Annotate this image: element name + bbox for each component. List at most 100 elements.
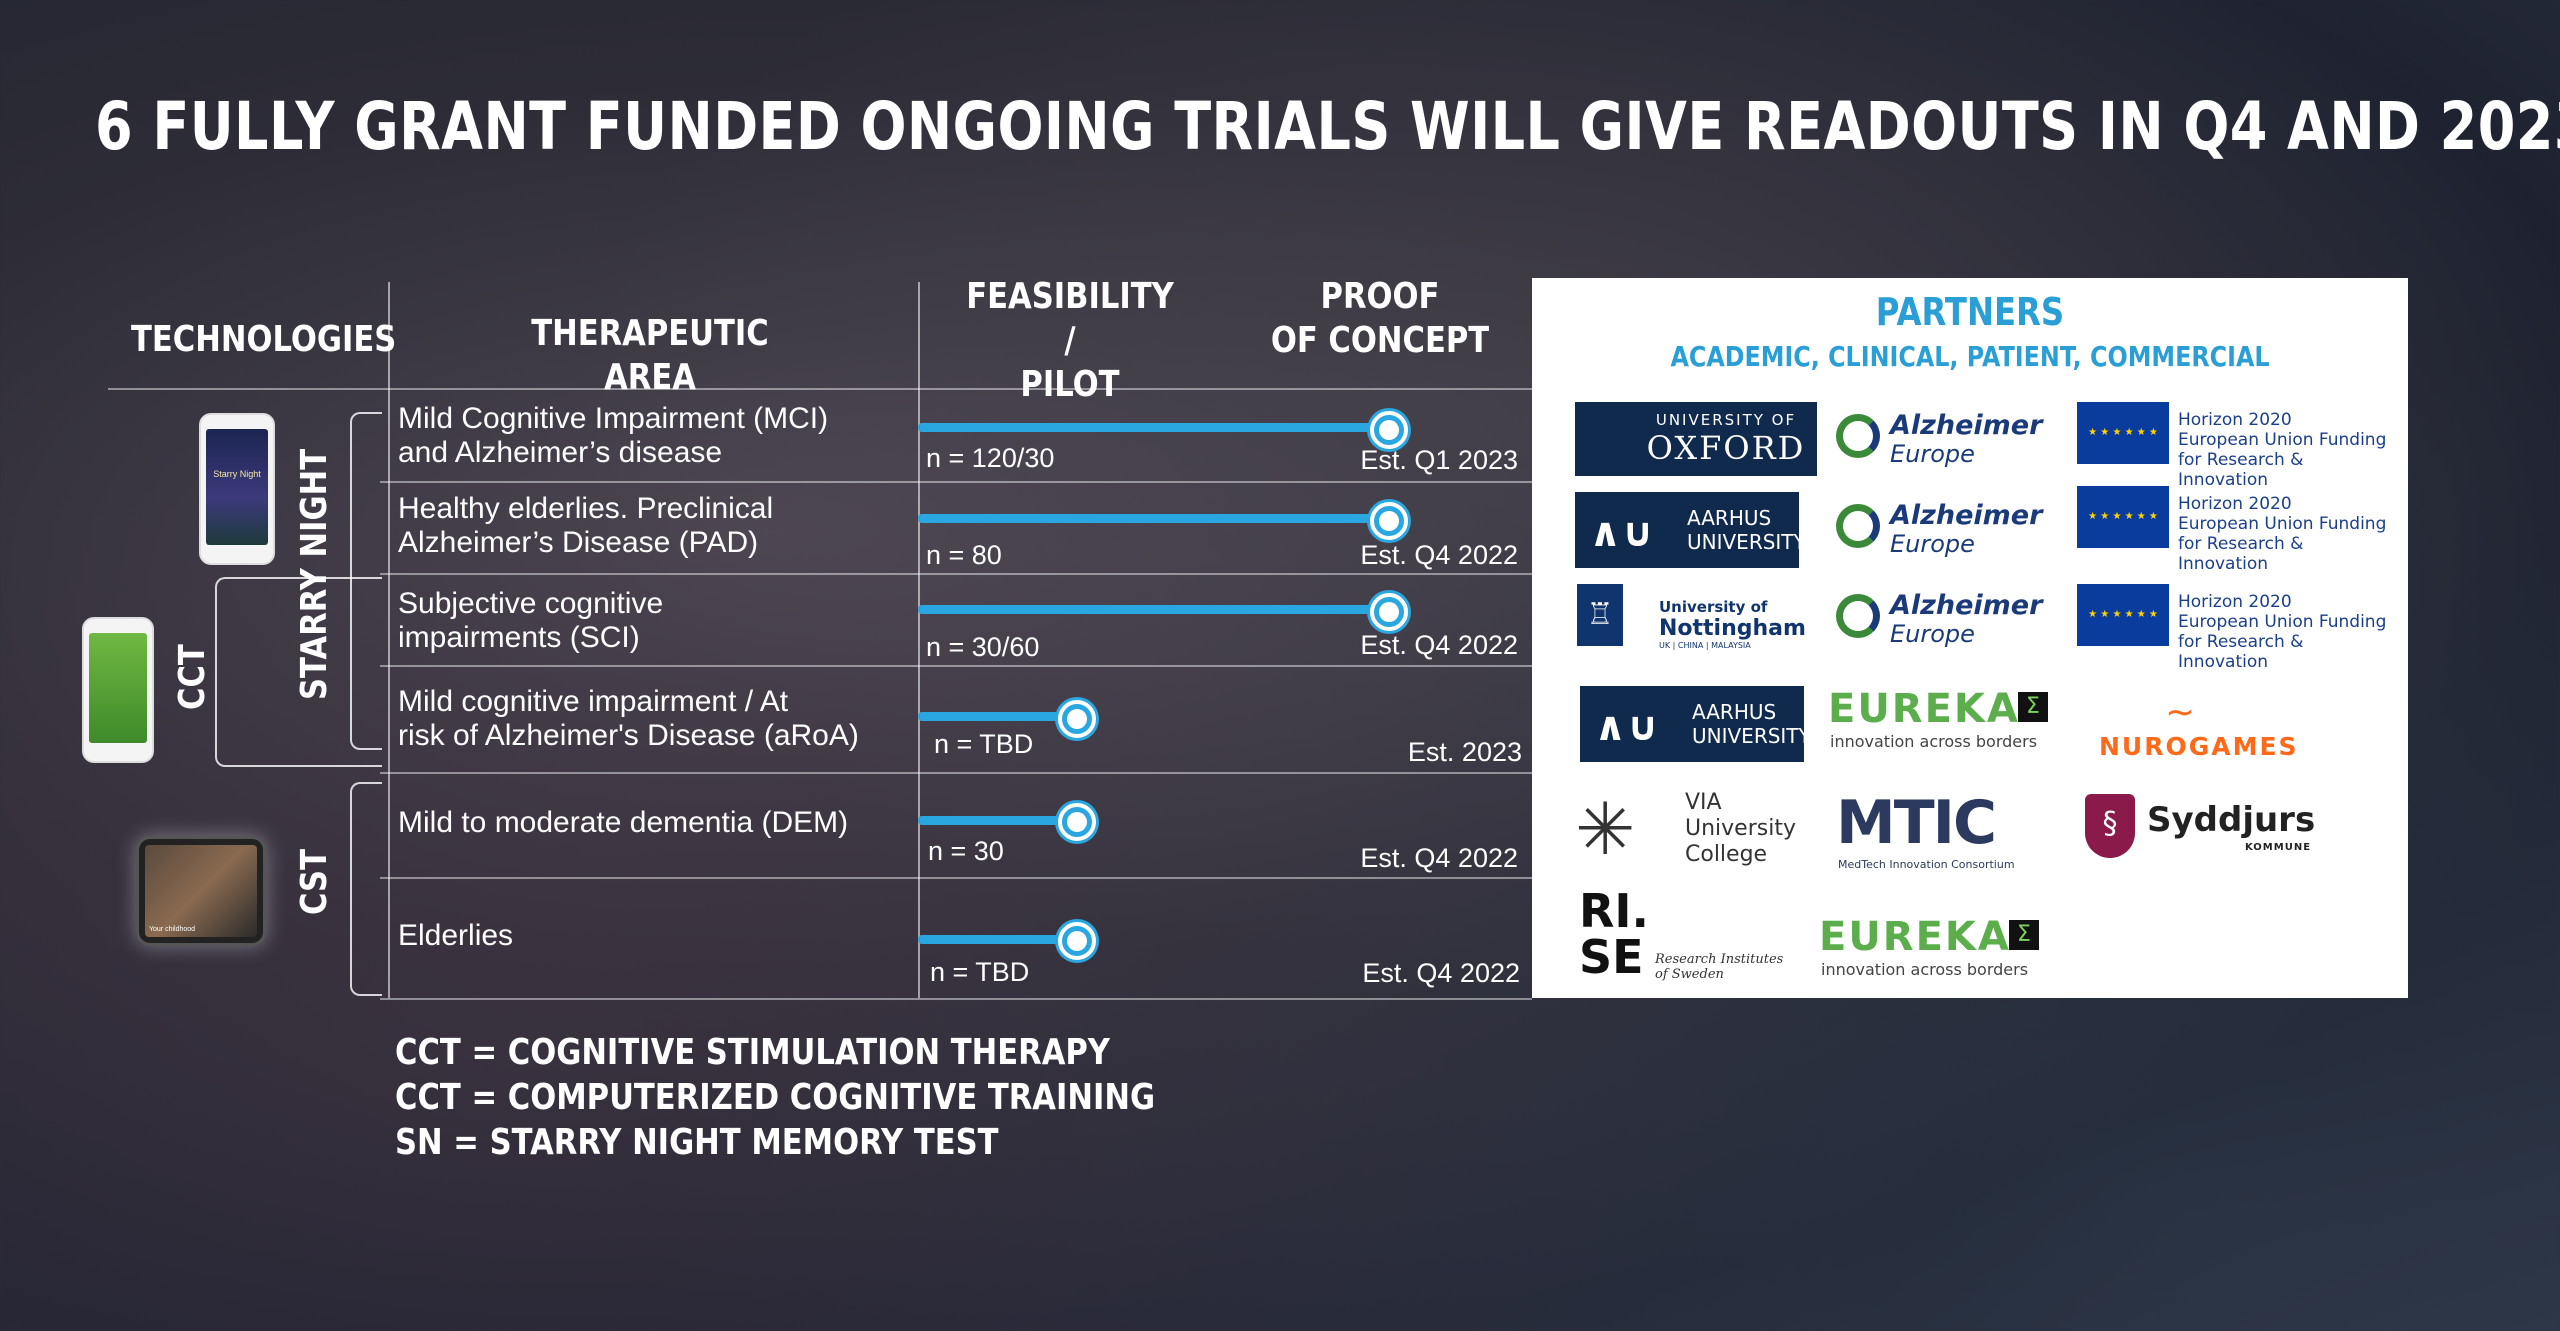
partners-header: PARTNERS ACADEMIC, CLINICAL, PATIENT, CO… [1532, 278, 2408, 386]
row-area-line1: Mild cognitive impairment / At [398, 685, 789, 718]
eureka-sigma-icon: Σ [2018, 692, 2048, 722]
row-area-line1: Mild to moderate dementia (DEM) [398, 806, 849, 839]
via-star-icon: ✳ [1575, 787, 1636, 871]
phone-screen-text: Starry Night [213, 469, 261, 479]
partners-panel: PARTNERS ACADEMIC, CLINICAL, PATIENT, CO… [1532, 278, 2408, 998]
legend-item: CCT = COGNITIVE STIMULATION THERAPY [395, 1032, 1110, 1073]
mtic-logo-text: MTIC [1836, 788, 1997, 858]
row-area-text: Subjective cognitive impairments (SCI) [398, 587, 918, 655]
header-poc-line2: OF CONCEPT [1270, 320, 1490, 361]
alzheimer-europe-logo: Alzheimer Europe [1836, 400, 2046, 480]
estimated-readout: Est. Q4 2022 [1360, 630, 1518, 660]
header-feasibility: FEASIBILITY / PILOT [960, 275, 1181, 407]
rise-line2: SE [1579, 930, 1644, 984]
row-divider [380, 877, 2408, 879]
row-area-text: Mild Cognitive Impairment (MCI) and Alzh… [398, 402, 918, 470]
horizon-line1: Horizon 2020 [2178, 494, 2292, 514]
horizon-2020-logo: ★ ★ ★ ★ ★ ★ Horizon 2020 European Union … [2075, 402, 2395, 490]
header-poc-line1: PROOF [1320, 276, 1440, 317]
cct-brace [215, 577, 382, 767]
row-divider [380, 998, 1532, 1000]
nottingham-logo-text: University of Nottingham UK | CHINA | MA… [1659, 598, 1806, 650]
row-area-line2: Alzheimer’s Disease (PAD) [398, 526, 759, 559]
cst-tablet-image: Your childhood [136, 836, 266, 946]
starry-night-brace [350, 412, 382, 750]
row-divider [380, 573, 2408, 575]
nurogames-logo: ∼ NUROGAMES [2095, 690, 2345, 762]
header-technologies: TECHNOLOGIES [131, 319, 397, 360]
cst-label: CST [294, 849, 335, 915]
progress-bar [918, 712, 1073, 721]
eureka-logo-subtext: innovation across borders [1821, 960, 2029, 979]
horizon-line1: Horizon 2020 [2178, 410, 2292, 430]
via-line2: College [1685, 842, 1768, 867]
progress-knob [1370, 593, 1408, 631]
rise-line1: RI. [1579, 884, 1650, 938]
eu-flag-icon: ★ ★ ★ ★ ★ ★ [2077, 486, 2169, 548]
eureka-logo-subtext: innovation across borders [1830, 732, 2038, 751]
nottingham-line1: University of [1659, 598, 1768, 616]
mtic-logo: MTIC MedTech Innovation Consortium [1836, 788, 2016, 872]
estimated-readout: Est. Q1 2023 [1360, 445, 1518, 475]
aarhus-logo-text: AARHUS UNIVERSITY [1692, 700, 1811, 748]
estimated-readout: Est. Q4 2022 [1360, 540, 1518, 570]
horizon-line2: European Union Funding [2178, 514, 2387, 534]
eureka-logo-text: EUREKA [1828, 686, 2020, 732]
row-divider [380, 772, 2408, 774]
horizon-line2: European Union Funding [2178, 612, 2387, 632]
estimated-readout: Est. Q4 2022 [1360, 843, 1518, 873]
page-title: 6 FULLY GRANT FUNDED ONGOING TRIALS WILL… [95, 88, 2560, 165]
oxford-logo-big-text: OXFORD [1646, 429, 1806, 467]
column-divider [388, 282, 390, 998]
aarhus-university-logo: ∧∪ AARHUS UNIVERSITY [1580, 686, 1811, 762]
aarhus-wave-icon: ∧∪ [1589, 510, 1654, 556]
estimated-readout: Est. 2023 [1407, 737, 1522, 767]
row-area-line1: Mild Cognitive Impairment (MCI) [398, 402, 829, 435]
eureka-logo-text: EUREKA [1819, 914, 2011, 960]
sample-size: n = 30/60 [926, 632, 1040, 662]
horizon-line2: European Union Funding [2178, 430, 2387, 450]
rise-logo-subtext: Research Institutes of Sweden [1655, 952, 1783, 982]
row-area-line2: impairments (SCI) [398, 621, 640, 654]
alzheimer-europe-logo: Alzheimer Europe [1836, 580, 2046, 660]
aarhus-line1: AARHUS [1687, 506, 1772, 530]
nurogames-logo-text: NUROGAMES [2099, 732, 2299, 761]
column-divider [918, 282, 920, 998]
partners-subtitle: ACADEMIC, CLINICAL, PATIENT, COMMERCIAL [1670, 340, 2270, 373]
progress-knob [1370, 411, 1408, 449]
alzheimer-logo-line1: Alzheimer [1890, 500, 2043, 531]
progress-knob [1058, 803, 1096, 841]
row-area-text: Elderlies [398, 919, 918, 953]
cst-brace [350, 782, 382, 996]
alzheimer-logo-line1: Alzheimer [1890, 410, 2043, 441]
row-divider [380, 481, 2408, 483]
header-therapeutic-area: THERAPEUTIC AREA [531, 313, 769, 398]
horizon-line3: for Research & Innovation [2178, 632, 2304, 672]
sample-size: n = 80 [926, 540, 1002, 570]
horizon-logo-text: Horizon 2020 European Union Funding for … [2178, 494, 2395, 574]
sample-size: n = 30 [928, 836, 1004, 866]
aarhus-line1: AARHUS [1692, 700, 1777, 724]
via-university-college-logo: ✳ VIA University College [1575, 788, 1835, 870]
oxford-logo: UNIVERSITY OF OXFORD [1575, 402, 1817, 476]
oxford-logo-small-text: UNIVERSITY OF [1655, 411, 1797, 429]
horizon-line3: for Research & Innovation [2178, 450, 2304, 490]
progress-bar [918, 605, 1373, 614]
partners-title: PARTNERS [1875, 290, 2065, 334]
alzheimer-logo-line1: Alzheimer [1890, 590, 2043, 621]
alzheimer-heart-icon [1836, 504, 1880, 548]
via-line1: VIA University [1685, 790, 1796, 841]
row-area-line2: risk of Alzheimer's Disease (aRoA) [398, 719, 859, 752]
progress-bar [918, 935, 1073, 944]
via-logo-text: VIA University College [1685, 790, 1835, 868]
syddjurs-logo: § Syddjurs KOMMUNE [2085, 790, 2325, 866]
progress-bar [918, 514, 1373, 523]
horizon-line3: for Research & Innovation [2178, 534, 2304, 574]
alzheimer-logo-line2: Europe [1890, 530, 1975, 558]
progress-bar [918, 816, 1073, 825]
legend-item: CCT = COMPUTERIZED COGNITIVE TRAINING [395, 1077, 1156, 1118]
alzheimer-heart-icon [1836, 414, 1880, 458]
aarhus-line2: UNIVERSITY [1692, 724, 1811, 748]
nottingham-line2: Nottingham [1659, 616, 1806, 641]
row-area-line1: Healthy elderlies. Preclinical [398, 492, 774, 525]
